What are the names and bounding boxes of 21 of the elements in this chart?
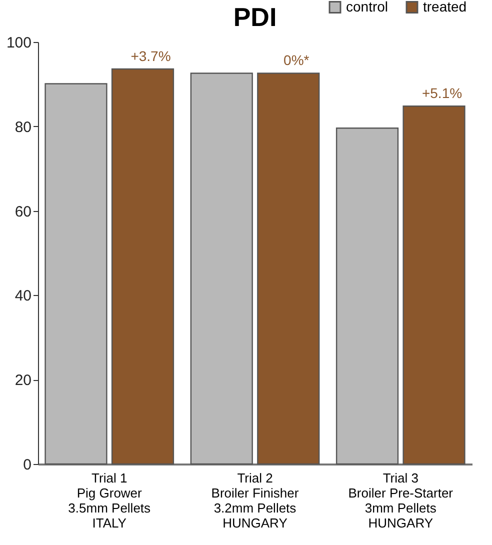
- bar: [336, 127, 399, 465]
- legend-label: control: [346, 0, 388, 14]
- y-tick-label: 40: [14, 288, 32, 305]
- y-tick-label: 100: [6, 34, 32, 52]
- annotation: 0%*: [284, 52, 310, 68]
- x-tick-label: Trial 2 Broiler Finisher 3.2mm Pellets HUNGARY: [211, 470, 300, 530]
- y-tick-label: 0: [23, 456, 32, 474]
- annotation: +5.1%: [422, 85, 462, 102]
- bar: [402, 106, 466, 465]
- y-tick-label: 60: [14, 203, 32, 220]
- bar: [190, 72, 253, 465]
- x-tick-label: Trial 3 Broiler Pre-Starter 3mm Pellets HUNGARY: [348, 470, 454, 530]
- bar: [44, 83, 108, 465]
- bar: [111, 68, 174, 465]
- y-tick-label: 20: [14, 372, 32, 390]
- y-tick-label: 80: [14, 118, 32, 136]
- bar: [257, 72, 320, 465]
- x-tick-label: Trial 1 Pig Grower 3.5mm Pellets ITALY: [68, 470, 152, 530]
- legend-label: treated: [423, 0, 467, 14]
- chart-title: PDI: [233, 2, 277, 32]
- annotation: +3.7%: [130, 48, 171, 64]
